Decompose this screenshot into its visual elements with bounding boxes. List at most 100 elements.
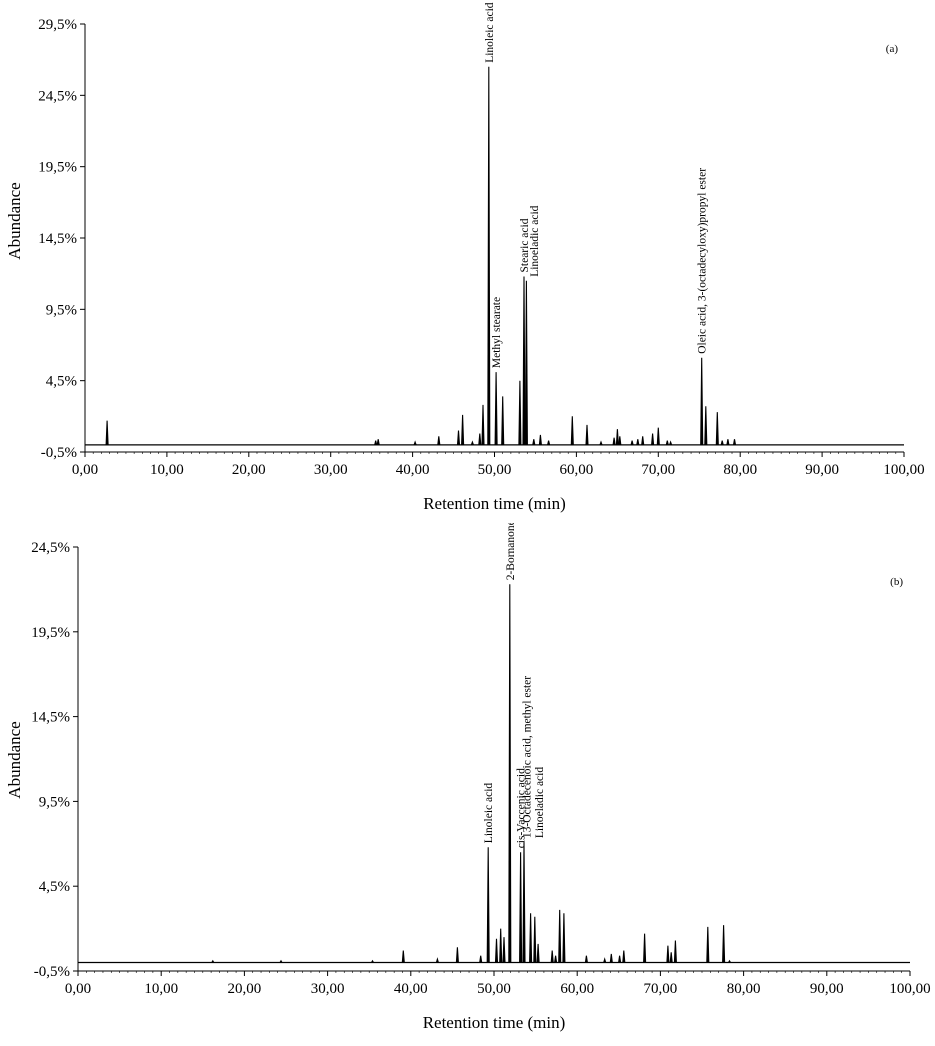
peak — [656, 427, 660, 445]
peak — [643, 933, 647, 963]
peak-annotation: Methyl stearate — [491, 297, 503, 368]
peak-annotation: 2-Bornanone — [505, 523, 517, 580]
x-tick-label: 40,00 — [396, 462, 430, 478]
peak — [536, 943, 540, 963]
peak — [279, 959, 283, 963]
x-tick-label: 50,00 — [477, 981, 511, 997]
chromatogram-b: -0,5% 4,5% 9,5% 14,5% 19,5% 24,5% 0,00 10,00 20,… — [5, 523, 931, 1032]
y-tick-label: 9,5% — [46, 302, 77, 318]
x-tick-label: 70,00 — [641, 462, 675, 478]
peak — [570, 416, 574, 445]
x-tick-label: 100,00 — [889, 981, 930, 997]
peak-annotation: 13-Octadecenoic acid, methyl ester — [521, 676, 533, 838]
peak — [599, 440, 603, 446]
peak — [374, 440, 378, 445]
peak — [636, 439, 640, 445]
x-tick-label: 40,00 — [394, 981, 428, 997]
peak — [603, 957, 607, 963]
x-tick-label: 20,00 — [228, 981, 262, 997]
peak — [612, 437, 616, 445]
peak — [401, 950, 405, 963]
y-tick-label: 19,5% — [31, 625, 70, 641]
x-tick-label: 30,00 — [311, 981, 345, 997]
x-tick-label: 90,00 — [810, 981, 844, 997]
peak — [481, 404, 485, 445]
peak — [630, 440, 634, 445]
y-axis-title: Abundance — [5, 721, 24, 798]
peak — [554, 955, 558, 963]
peak — [494, 938, 499, 963]
x-tick-label: 20,00 — [232, 462, 266, 478]
peak — [622, 950, 626, 963]
peak — [376, 439, 380, 445]
peak — [673, 940, 677, 963]
peak — [706, 926, 710, 963]
peak — [584, 955, 588, 963]
peak-annotation: Linoeladic acid — [529, 205, 541, 276]
peak — [538, 434, 542, 445]
peak — [618, 955, 622, 963]
peak — [532, 439, 536, 445]
peak — [501, 396, 505, 445]
peak — [618, 436, 622, 445]
y-tick-label: 4,5% — [39, 879, 70, 895]
x-tick-label: 10,00 — [150, 462, 184, 478]
peak — [651, 433, 655, 445]
x-tick-label: 60,00 — [560, 462, 594, 478]
peak — [609, 953, 613, 963]
y-tick-label: 14,5% — [31, 710, 70, 726]
peak — [413, 440, 417, 446]
peak — [486, 847, 490, 963]
x-tick-label: 0,00 — [65, 981, 91, 997]
peak-annotation: Stearic acid — [519, 218, 531, 272]
peak — [562, 913, 566, 963]
x-tick-label: 70,00 — [644, 981, 678, 997]
y-tick-label: 29,5% — [38, 17, 77, 33]
y-tick-label: 19,5% — [38, 160, 77, 176]
peak-annotation: cis-Vaccenic acid — [516, 768, 528, 848]
peak — [470, 440, 474, 446]
y-tick-label: 4,5% — [46, 374, 77, 390]
x-tick-label: 30,00 — [314, 462, 348, 478]
peak — [704, 406, 708, 445]
panel-label: (a) — [886, 43, 899, 55]
peak — [550, 950, 554, 963]
peak — [478, 433, 482, 445]
peak — [585, 424, 589, 445]
x-tick-label: 100,00 — [883, 462, 924, 478]
chromatogram-a: -0,5% 4,5% 9,5% 14,5% 19,5% 24,5% 29,5% 0,00 10,… — [5, 2, 925, 513]
x-tick-label: 80,00 — [727, 981, 761, 997]
y-tick-label: 14,5% — [38, 231, 77, 247]
peak — [105, 420, 109, 445]
peak — [533, 916, 537, 963]
peak — [479, 955, 483, 963]
peak — [519, 852, 523, 963]
x-tick-label: 80,00 — [723, 462, 757, 478]
peak — [529, 913, 533, 963]
peak — [487, 66, 491, 445]
y-tick-label: 9,5% — [39, 794, 70, 810]
peak — [715, 412, 719, 445]
peak — [666, 945, 670, 963]
peak — [461, 414, 465, 445]
y-tick-label: -0,5% — [34, 964, 70, 980]
peak — [558, 909, 562, 963]
x-tick-label: 0,00 — [72, 462, 98, 478]
peak-annotation: Oleic acid, 3-(octadecyloxy)propyl ester — [697, 168, 709, 354]
peak — [700, 357, 704, 445]
y-tick-label: 24,5% — [38, 88, 77, 104]
peak — [518, 380, 522, 445]
peak — [732, 439, 737, 445]
peak — [669, 440, 673, 446]
peak — [437, 436, 441, 445]
panel-label: (b) — [890, 576, 903, 588]
y-axis-title: Abundance — [5, 182, 24, 259]
peak — [669, 952, 673, 963]
peak — [665, 440, 669, 445]
peak — [456, 430, 461, 445]
peak — [522, 842, 526, 963]
peak-annotation: Linoleic acid — [483, 783, 495, 844]
peak-annotation: Linoeladic acid — [534, 767, 546, 838]
peak — [726, 439, 730, 445]
peak — [499, 928, 503, 963]
